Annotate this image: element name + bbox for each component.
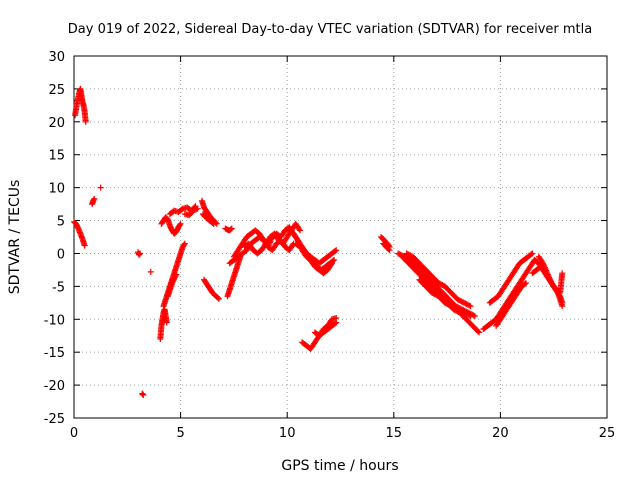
data-point xyxy=(227,226,234,233)
data-point xyxy=(91,195,98,202)
data-point xyxy=(466,312,473,319)
x-tick-label: 25 xyxy=(599,426,616,441)
data-points xyxy=(71,85,566,398)
data-point xyxy=(466,302,473,309)
y-tick-label: 30 xyxy=(48,50,65,65)
data-point xyxy=(163,319,170,326)
x-axis-label: GPS time / hours xyxy=(281,458,398,474)
data-point xyxy=(214,294,221,301)
y-tick-label: 10 xyxy=(48,182,65,197)
data-point xyxy=(215,295,222,302)
data-point xyxy=(176,221,183,228)
data-point xyxy=(296,226,303,233)
y-tick-label: 25 xyxy=(48,83,65,98)
grid-lines xyxy=(74,56,607,418)
data-point xyxy=(177,220,184,227)
data-point xyxy=(81,242,88,249)
x-tick-label: 5 xyxy=(176,426,184,441)
y-tick-label: 15 xyxy=(48,149,65,164)
y-tick-label: -10 xyxy=(44,313,65,328)
data-point xyxy=(332,247,339,254)
data-point xyxy=(529,250,536,257)
data-point xyxy=(521,280,528,287)
plot-frame xyxy=(73,55,608,419)
y-tick-label: -25 xyxy=(44,412,65,427)
y-tick-label: 5 xyxy=(57,215,65,230)
data-point xyxy=(181,241,188,248)
data-point xyxy=(559,303,566,310)
data-point xyxy=(137,250,144,257)
data-point xyxy=(522,280,529,287)
axis-ticks: 0 5 10 15 20 25 -25 -20 -15 -10 -5 0 5 10 15 20 25 30 xyxy=(44,50,616,441)
data-point xyxy=(328,260,335,267)
data-point xyxy=(528,251,535,258)
data-point xyxy=(172,272,179,279)
data-point xyxy=(173,271,180,278)
data-point xyxy=(210,220,217,227)
y-tick-label: -20 xyxy=(44,379,65,394)
data-point xyxy=(296,227,303,234)
data-point xyxy=(331,257,338,264)
y-tick-label: 20 xyxy=(48,116,65,131)
data-point xyxy=(82,118,89,125)
y-tick-label: -5 xyxy=(52,280,65,295)
x-tick-label: 20 xyxy=(492,426,509,441)
data-point xyxy=(475,328,482,335)
data-point xyxy=(476,329,483,336)
x-tick-label: 0 xyxy=(70,426,78,441)
x-tick-label: 15 xyxy=(386,426,403,441)
data-point xyxy=(181,240,188,247)
x-tick-label: 10 xyxy=(279,426,296,441)
y-axis-label: SDTVAR / TECUs xyxy=(7,180,23,295)
data-point xyxy=(328,261,335,268)
data-point xyxy=(467,312,474,319)
data-point xyxy=(467,303,474,310)
data-point xyxy=(140,391,147,398)
data-point xyxy=(228,225,235,232)
y-tick-label: 0 xyxy=(57,247,65,262)
y-tick-label: -15 xyxy=(44,346,65,361)
data-point xyxy=(147,268,154,275)
data-point xyxy=(386,247,393,254)
data-point xyxy=(333,314,340,321)
data-point xyxy=(97,184,104,191)
data-point xyxy=(333,247,340,254)
data-point xyxy=(194,205,201,212)
data-point xyxy=(209,219,216,226)
data-point xyxy=(559,270,566,277)
data-point xyxy=(385,246,392,253)
chart-title: Day 019 of 2022, Sidereal Day-to-day VTE… xyxy=(68,22,592,37)
